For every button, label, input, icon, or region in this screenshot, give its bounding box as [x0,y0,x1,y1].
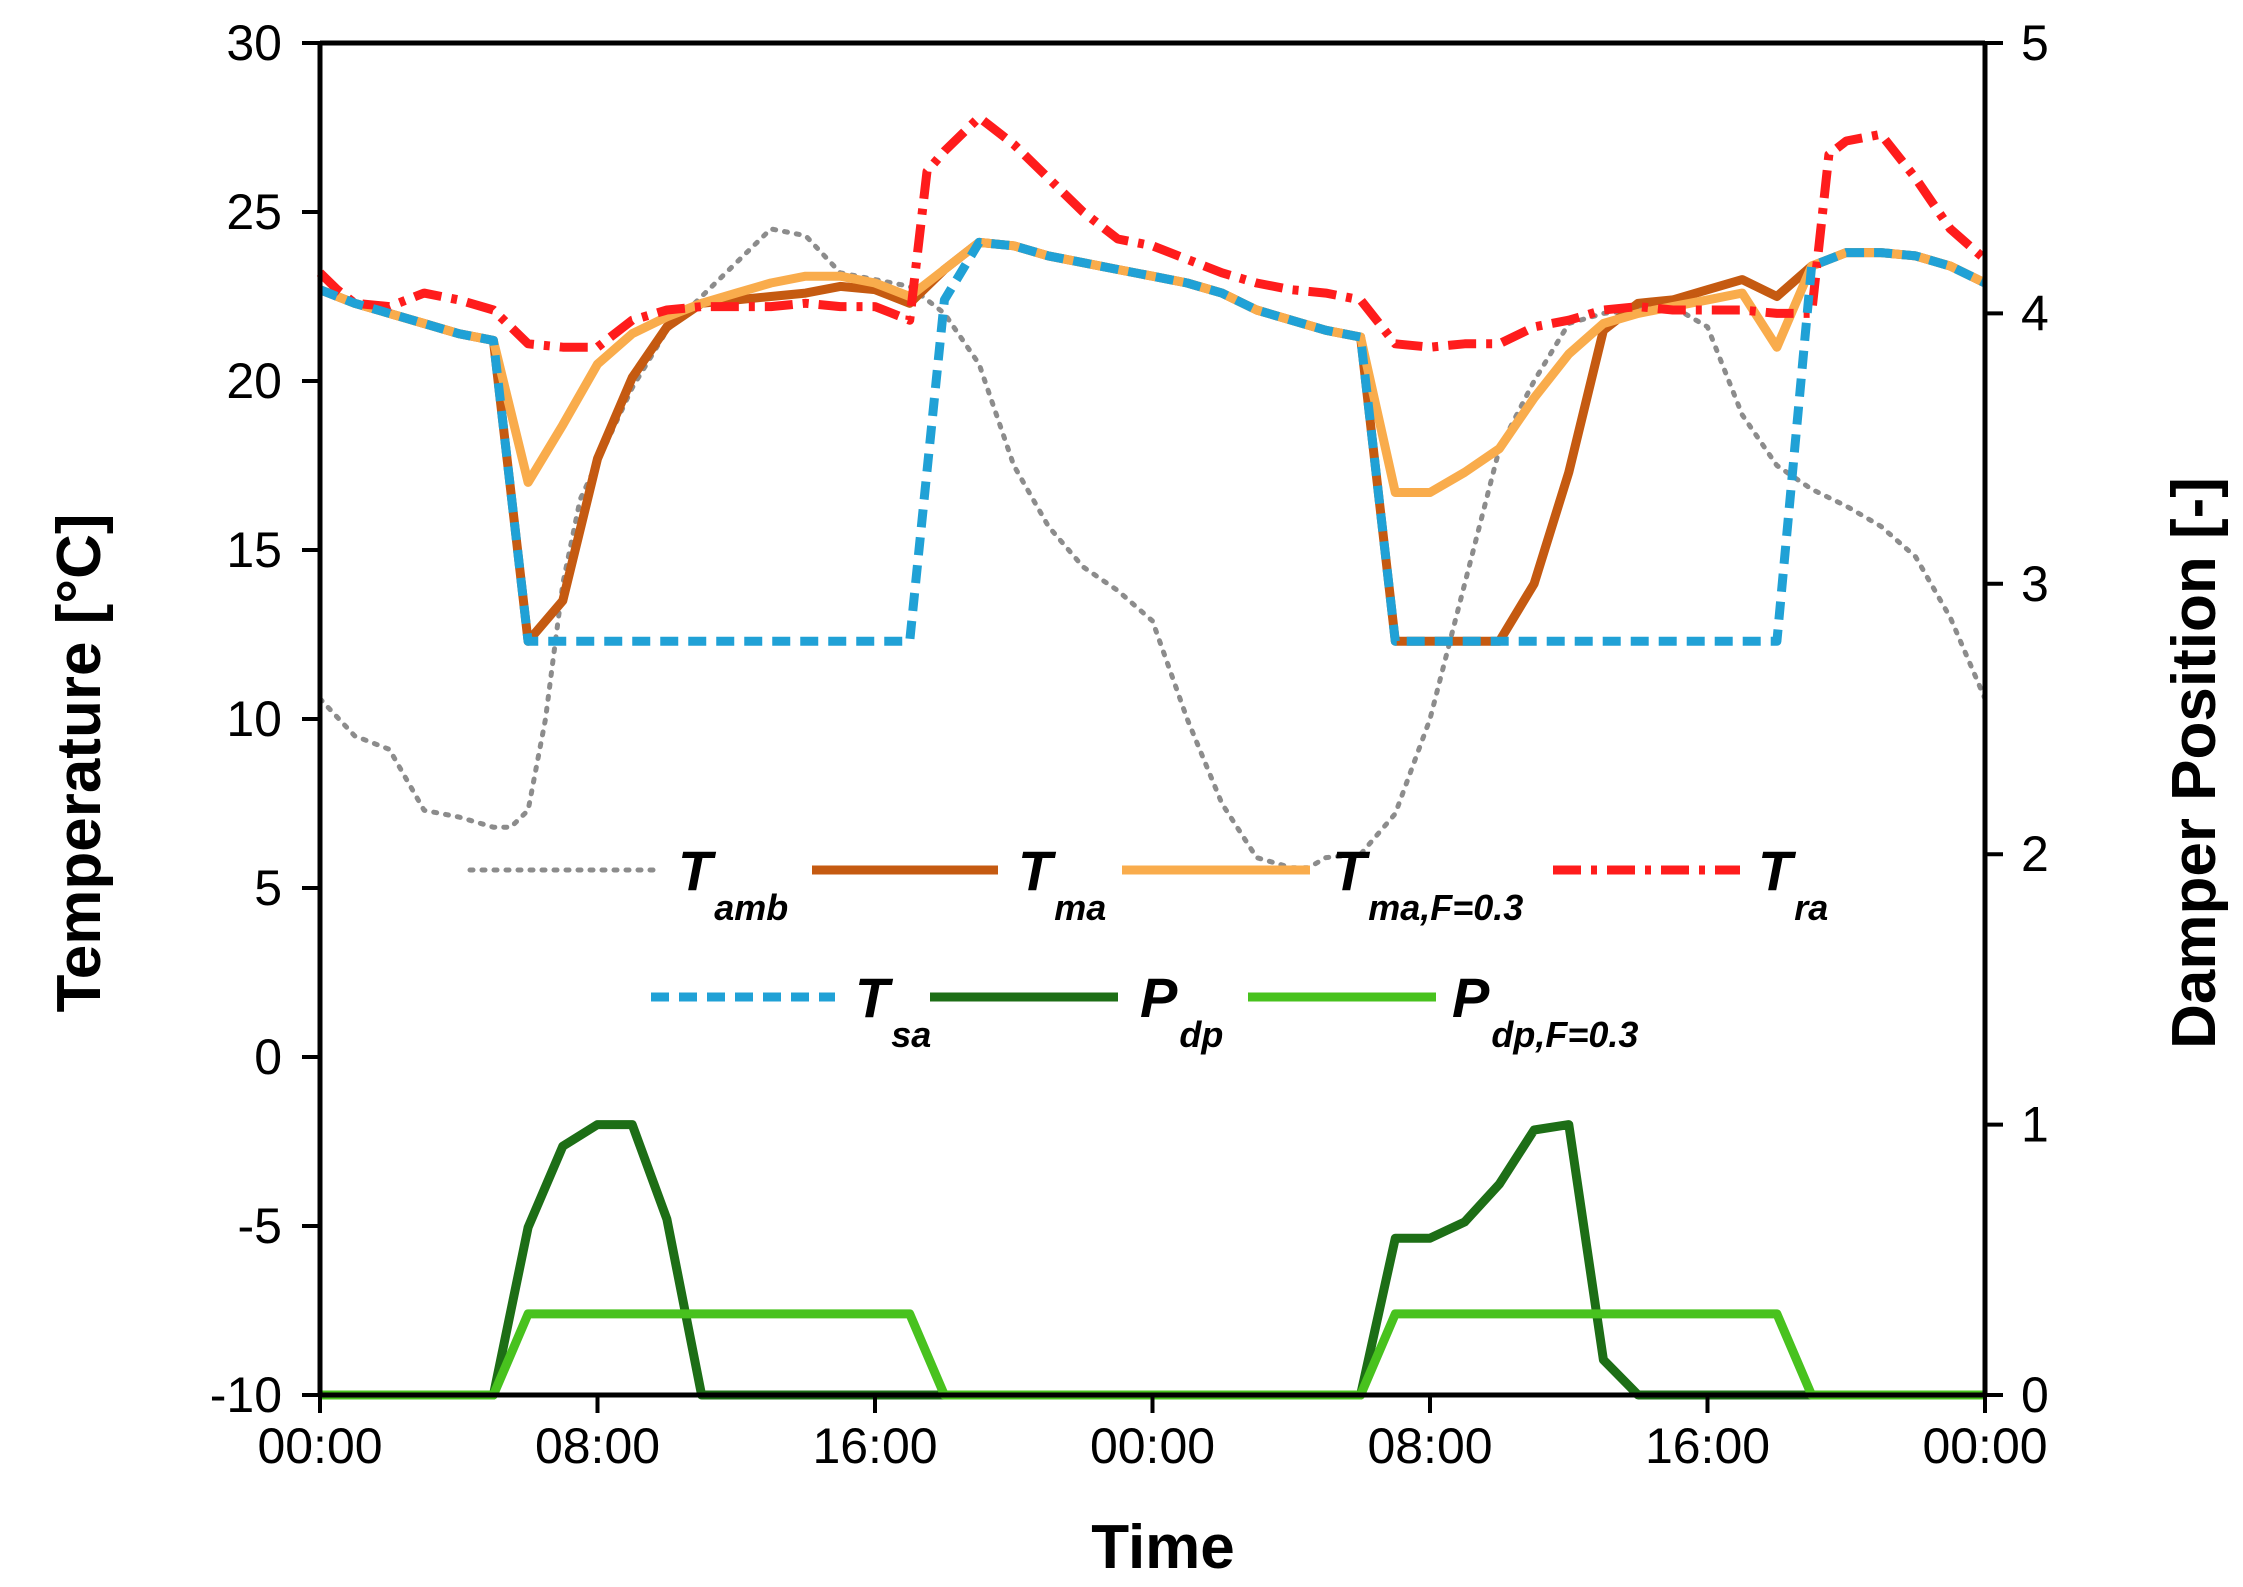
series-line-1 [318,237,1987,646]
y-axis-right-title: Damper Position [-] [2160,477,2229,1049]
x-tick-label: 08:00 [1367,1418,1492,1474]
y-right-tick-label: 1 [2021,1097,2049,1153]
legend-label-0: Tamb [678,839,788,928]
y-left-tick-label: 0 [254,1029,282,1085]
y-left-tick-label: 5 [254,860,282,916]
series-line-5 [320,1120,1985,1400]
legend-label-4: Tsa [855,966,931,1055]
y-right-tick-label: 0 [2021,1367,2049,1423]
y-right-tick-label: 5 [2021,15,2049,71]
series-line-6 [320,1309,1985,1400]
legend-label-2: Tma,F=0.3 [1332,839,1523,928]
legend: Tamb Tma Tma,F=0.3 Tra Tsa Pdp Pdp,F=0.3 [467,839,1828,1055]
series-line-2 [318,237,1987,497]
y-right-tick-label: 4 [2021,285,2049,341]
y-left-tick-label: 20 [226,353,282,409]
y-left-tick-label: 25 [226,184,282,240]
x-tick-label: 16:00 [1645,1418,1770,1474]
legend-label-5: Pdp [1140,966,1223,1055]
y-right-tick-label: 2 [2021,826,2049,882]
x-axis-title: Time [1091,1513,1235,1582]
ticks-layer: -10 -5 0 5 10 15 20 25 30 0 1 2 3 4 5 00:00 08:00 16:00 00… [210,15,2049,1474]
y-right-tick-label: 3 [2021,556,2049,612]
x-tick-label: 00:00 [257,1418,382,1474]
y-axis-left-title: Temperature [°C] [45,513,114,1012]
y-left-tick-label: 10 [226,691,282,747]
x-tick-label: 00:00 [1922,1418,2047,1474]
series-line-3 [316,112,1988,352]
x-tick-label: 00:00 [1090,1418,1215,1474]
y-left-tick-label: 15 [226,522,282,578]
y-left-tick-label: -5 [238,1198,282,1254]
x-tick-label: 08:00 [535,1418,660,1474]
legend-label-1: Tma [1018,839,1106,928]
series-line-0 [317,226,1988,871]
y-left-tick-label: -10 [210,1367,282,1423]
x-tick-label: 16:00 [812,1418,937,1474]
legend-label-3: Tra [1758,839,1828,928]
legend-label-6: Pdp,F=0.3 [1452,966,1638,1055]
y-left-tick-label: 30 [226,15,282,71]
axes-layer [317,40,1988,1398]
series-layer [316,112,1988,1400]
